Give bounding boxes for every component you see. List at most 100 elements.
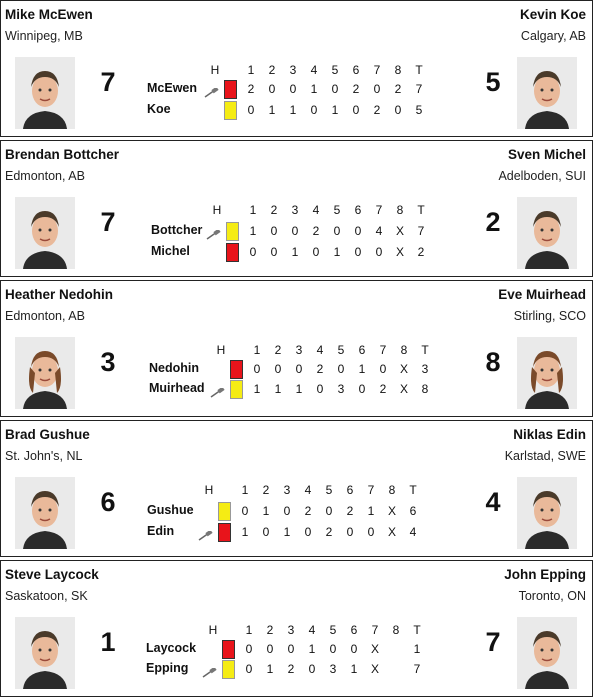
end-score: 1	[310, 82, 318, 96]
end-column-header: 4	[312, 203, 320, 217]
end-score: X	[387, 504, 396, 518]
right-team-score: 2	[485, 207, 501, 237]
end-score: 0	[287, 642, 295, 656]
total-column-header: T	[421, 343, 429, 357]
team-name: Edin	[147, 524, 175, 538]
right-player-avatar	[517, 617, 577, 689]
end-score: 0	[266, 642, 274, 656]
end-score: 0	[295, 362, 303, 376]
right-player-name: Niklas Edin	[513, 427, 586, 442]
end-column-header: 6	[346, 483, 354, 497]
end-column-header: 8	[400, 343, 408, 357]
end-column-header: 6	[354, 203, 362, 217]
total-column-header: T	[417, 203, 425, 217]
right-player-city: Toronto, ON	[518, 589, 586, 603]
end-score: 1	[249, 224, 257, 238]
red-stone-marker	[222, 640, 235, 659]
game-card: Mike McEwen Winnipeg, MB 7 Kevin Koe Calgar…	[0, 0, 593, 137]
total-score: 8	[421, 382, 429, 396]
total-score: 3	[421, 362, 429, 376]
left-team-score: 7	[100, 207, 116, 237]
end-score: 1	[289, 103, 297, 117]
end-score: 0	[241, 504, 249, 518]
left-player-avatar	[15, 337, 75, 409]
left-team-score: 1	[100, 627, 116, 657]
total-column-header: T	[409, 483, 417, 497]
end-score: X	[395, 245, 404, 259]
end-score: 1	[253, 382, 261, 396]
end-score: 1	[358, 362, 366, 376]
end-score: 0	[331, 82, 339, 96]
end-score: 0	[289, 82, 297, 96]
left-player-avatar	[15, 477, 75, 549]
end-score: X	[370, 642, 379, 656]
left-player-city: Saskatoon, SK	[5, 589, 88, 603]
right-player-city: Karlstad, SWE	[504, 449, 586, 463]
end-score: 2	[287, 662, 295, 676]
end-score: 2	[247, 82, 255, 96]
end-score: 0	[375, 245, 383, 259]
game-card: Brad Gushue St. John's, NL 6 Niklas Edin Ka…	[0, 420, 593, 557]
end-score: 4	[375, 224, 383, 238]
left-team-score: 7	[100, 67, 116, 97]
end-score: 0	[367, 525, 375, 539]
end-score: 1	[350, 662, 358, 676]
hammer-icon	[203, 85, 219, 98]
end-score: 1	[268, 103, 276, 117]
hammer-column-header: H	[212, 203, 222, 217]
right-player-city: Adelboden, SUI	[498, 169, 586, 183]
team-name: Michel	[151, 244, 190, 258]
left-player-avatar	[15, 617, 75, 689]
end-score: X	[399, 362, 408, 376]
end-score: 0	[245, 642, 253, 656]
total-score: 5	[415, 103, 423, 117]
team-name: Bottcher	[151, 223, 203, 237]
end-score: 2	[316, 362, 324, 376]
end-column-header: 5	[333, 203, 341, 217]
end-score: 1	[274, 382, 282, 396]
end-column-header: 2	[268, 63, 276, 77]
end-column-header: 4	[310, 63, 318, 77]
right-player-name: Kevin Koe	[519, 7, 586, 22]
yellow-stone-marker	[224, 101, 237, 120]
end-score: 1	[291, 245, 299, 259]
left-player-city: Edmonton, AB	[5, 309, 85, 323]
right-team-score: 5	[485, 67, 501, 97]
team-name: Koe	[147, 102, 171, 116]
yellow-stone-marker	[222, 660, 235, 679]
end-column-header: 6	[358, 343, 366, 357]
end-column-header: 3	[287, 623, 295, 637]
end-score: 1	[308, 642, 316, 656]
end-score: 0	[312, 245, 320, 259]
end-column-header: 5	[325, 483, 333, 497]
left-player-city: St. John's, NL	[5, 449, 83, 463]
left-player-name: Heather Nedohin	[5, 287, 114, 302]
right-player-avatar	[517, 57, 577, 129]
end-score: X	[387, 525, 396, 539]
end-score: 0	[245, 662, 253, 676]
end-score: 0	[354, 245, 362, 259]
red-stone-marker	[224, 80, 237, 99]
end-column-header: 4	[316, 343, 324, 357]
left-player-name: Steve Laycock	[5, 567, 99, 582]
end-score: 0	[304, 525, 312, 539]
total-column-header: T	[413, 623, 421, 637]
end-column-header: 3	[295, 343, 303, 357]
end-column-header: 1	[245, 623, 253, 637]
end-column-header: 3	[291, 203, 299, 217]
end-score: 3	[337, 382, 345, 396]
end-column-header: 4	[308, 623, 316, 637]
end-score: 0	[249, 245, 257, 259]
left-team-score: 3	[100, 347, 116, 377]
total-score: 4	[409, 525, 417, 539]
end-column-header: 8	[388, 483, 396, 497]
end-column-header: 2	[266, 623, 274, 637]
end-score: 0	[270, 245, 278, 259]
end-column-header: 5	[337, 343, 345, 357]
hammer-column-header: H	[208, 623, 218, 637]
end-column-header: 3	[283, 483, 291, 497]
end-score: 0	[373, 82, 381, 96]
yellow-stone-marker	[218, 502, 231, 521]
end-score: 1	[241, 525, 249, 539]
red-stone-marker	[218, 523, 231, 542]
